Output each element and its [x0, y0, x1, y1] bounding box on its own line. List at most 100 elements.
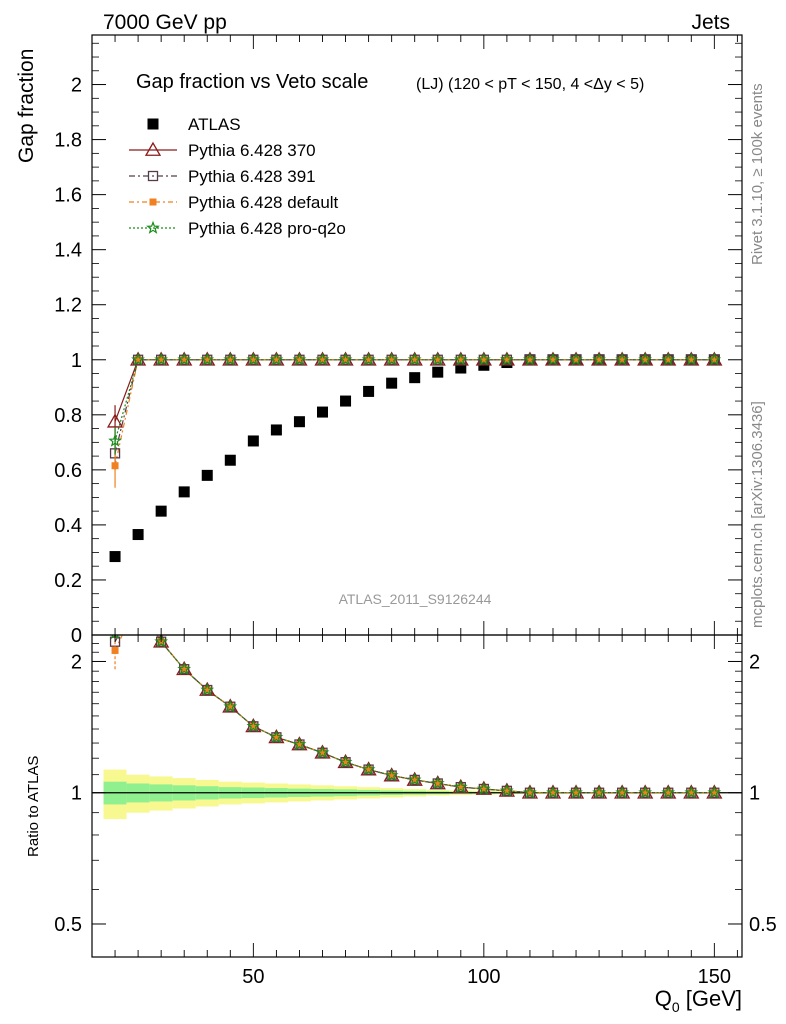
ratio-point [503, 787, 511, 795]
main-point [249, 356, 257, 364]
ratio-point [572, 789, 580, 797]
main-point [432, 366, 444, 378]
main-point [707, 352, 722, 366]
main-point [226, 356, 234, 364]
main-point [134, 356, 142, 364]
main-point [476, 352, 491, 366]
main-ytick-label: 0.8 [54, 405, 82, 427]
ratio-point [365, 766, 373, 774]
main-point [710, 356, 718, 364]
ratio-ytick-label-right: 1 [749, 783, 760, 805]
ratio-ytick-label: 0.5 [54, 914, 82, 936]
main-point [154, 352, 169, 366]
main-ytick-label: 1.2 [54, 295, 82, 317]
ratio-point [292, 737, 307, 751]
ratio-point [595, 789, 603, 797]
ratio-point [338, 754, 353, 769]
ratio-point [295, 741, 303, 749]
ratio-panel: 0.5 0.51 12 250 100 150 Ratio to ATLAS Q0 [Ge… [25, 595, 777, 1015]
main-point [223, 352, 238, 366]
ratio-point [135, 598, 142, 605]
main-point [293, 416, 305, 428]
xlabel-q: Q [655, 986, 672, 1011]
ratio-point [154, 635, 169, 648]
main-point [178, 486, 190, 498]
main-point [592, 352, 606, 366]
main-point [292, 352, 307, 366]
main-point [180, 356, 188, 364]
main-point [549, 356, 557, 364]
legend-marker [149, 198, 157, 206]
xlabel-sub: 0 [672, 999, 680, 1015]
ratio-point [342, 758, 350, 766]
ratio-point [272, 733, 280, 741]
main-ytick-label: 2 [71, 75, 82, 97]
main-point [641, 356, 649, 364]
main-ytick-label: 1.4 [54, 240, 82, 262]
main-point [363, 385, 375, 397]
ratio-xtick-label: 50 [242, 966, 264, 988]
main-point [407, 352, 422, 366]
legend-label: Pythia 6.428 default [188, 193, 339, 212]
main-point [155, 505, 167, 517]
ratio-point [108, 596, 122, 608]
ratio-point [476, 781, 491, 795]
ratio-point [592, 785, 606, 799]
ratio-point [641, 789, 649, 797]
main-point [384, 352, 399, 366]
main-point [386, 377, 398, 389]
ratio-point [203, 686, 211, 694]
main-point [595, 356, 603, 364]
ratio-point [180, 665, 188, 673]
main-point [132, 529, 144, 541]
ratio-point [177, 661, 192, 676]
main-point [480, 356, 488, 364]
main-ytick-label: 1 [71, 350, 82, 372]
main-point [201, 469, 213, 481]
main-point [340, 395, 352, 407]
main-point [109, 551, 121, 563]
ratio-point [134, 597, 143, 606]
ratio-point [549, 789, 557, 797]
ratio-point [664, 789, 672, 797]
main-point [503, 356, 511, 364]
main-point [388, 356, 396, 364]
main-point [687, 356, 695, 364]
legend-label: ATLAS [188, 115, 241, 134]
ratio-point [618, 789, 626, 797]
ratio-point [226, 703, 234, 711]
legend-marker [144, 141, 162, 156]
ratio-point [131, 595, 145, 607]
main-point [200, 352, 215, 366]
main-ytick-label: 0 [71, 625, 82, 647]
ratio-point [111, 646, 119, 654]
ratio-xlabel: Q0 [GeV] [655, 986, 742, 1015]
ratio-point [523, 785, 537, 799]
energy-label: 7000 GeV pp [103, 11, 227, 34]
ratio-point [411, 776, 419, 784]
main-series-line [114, 359, 715, 422]
legend-marker [147, 170, 159, 182]
ratio-point [200, 682, 215, 696]
ratio-point [661, 785, 676, 799]
main-point [615, 352, 630, 366]
ratio-point [500, 783, 514, 797]
main-point [108, 433, 122, 447]
ratio-point [246, 719, 261, 733]
ratio-point [615, 785, 630, 799]
main-point [295, 356, 303, 364]
main-point [457, 356, 465, 364]
ratio-point [407, 772, 422, 786]
ratio-point [569, 785, 583, 799]
main-point [434, 356, 442, 364]
legend-marker [146, 220, 160, 234]
ratio-point [318, 749, 326, 757]
main-point [111, 462, 119, 470]
ratio-point [269, 730, 284, 744]
main-point [572, 356, 580, 364]
ratio-point [315, 745, 330, 759]
main-point [684, 352, 699, 366]
main-panel: 0 0.2 0.4 0.6 0.8 1 1.2 1.4 1.6 1.8 2 Gap fraction… [15, 34, 743, 647]
ratio-ytick-label-right: 2 [749, 651, 760, 673]
main-point [500, 352, 514, 366]
